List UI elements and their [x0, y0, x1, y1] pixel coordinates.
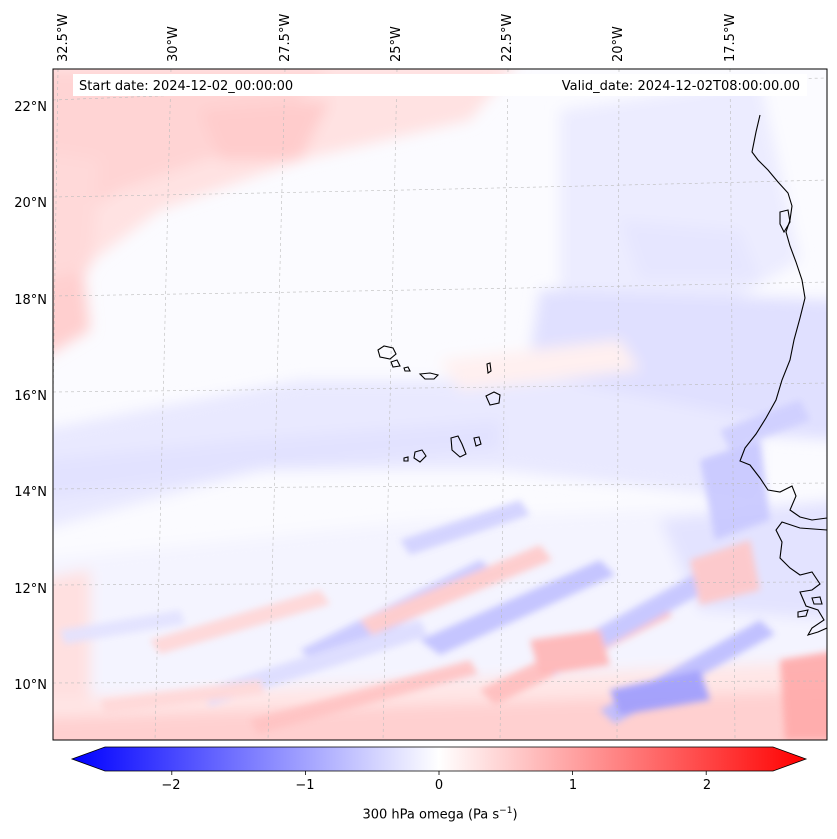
- colorbar-tick-label: 2: [703, 778, 711, 793]
- latitude-labels: 22°N 20°N 18°N 16°N 14°N 12°N 10°N: [14, 100, 47, 693]
- africa-coastline: [739, 114, 827, 521]
- colorbar-tick-label: −1: [295, 778, 314, 793]
- coast-island-sahara: [779, 209, 791, 234]
- map-frame: [52, 68, 828, 741]
- cape-verde-fogo: [413, 449, 427, 463]
- valid-date-label: Valid_date: 2024-12-02T08:00:00.00: [562, 79, 800, 94]
- colorbar-label-text: 300 hPa omega (Pa s: [362, 807, 500, 823]
- coastline: [377, 114, 827, 636]
- lat-label: 14°N: [14, 485, 47, 500]
- lon-label: 25°W: [389, 26, 404, 62]
- cape-verde-sao-vicente: [390, 359, 401, 368]
- info-banner: [73, 74, 807, 96]
- graticule: [53, 69, 827, 740]
- cape-verde-santo-antao: [377, 345, 397, 360]
- lat-label: 18°N: [14, 293, 47, 308]
- cape-verde-santa-luzia: [403, 366, 411, 372]
- coast-island-guinea: [797, 609, 809, 618]
- colorbar-label-close: ): [512, 807, 518, 823]
- cape-verde-sal: [486, 362, 492, 374]
- lon-label: 30°W: [166, 26, 181, 62]
- lat-label: 16°N: [14, 389, 47, 404]
- colorbar-label: 300 hPa omega (Pa s−1): [0, 806, 837, 822]
- lon-label: 22.5°W: [500, 14, 515, 62]
- colorbar: −2 −1 0 1 2: [70, 746, 808, 793]
- senegal-guinea-coast: [775, 521, 827, 636]
- omega-field: [53, 69, 827, 740]
- colorbar-bar: [70, 746, 808, 772]
- colorbar-tick-label: −2: [161, 778, 180, 793]
- lon-label: 32.5°W: [56, 14, 71, 62]
- cape-verde-maio: [473, 436, 482, 447]
- colorbar-label-exponent: −1: [499, 806, 513, 816]
- colorbar-tick-label: 1: [569, 778, 577, 793]
- lon-label: 17.5°W: [723, 14, 738, 62]
- lat-label: 12°N: [14, 582, 47, 597]
- longitude-labels: 32.5°W 30°W 27.5°W 25°W 22.5°W 20°W 17.5…: [56, 14, 738, 62]
- cape-verde-boa-vista: [485, 391, 501, 406]
- colorbar-tick-label: 0: [435, 778, 443, 793]
- colorbar-ticks: [171, 771, 707, 775]
- lat-label: 10°N: [14, 678, 47, 693]
- lon-label: 27.5°W: [278, 14, 293, 62]
- cape-verde-santiago: [450, 435, 467, 458]
- cape-verde-brava: [403, 456, 409, 462]
- start-date-label: Start date: 2024-12-02_00:00:00: [79, 79, 293, 94]
- bijagos-islands: [811, 596, 823, 605]
- lon-label: 20°W: [611, 26, 626, 62]
- lat-label: 20°N: [14, 196, 47, 211]
- lat-label: 22°N: [14, 100, 47, 115]
- cape-verde-sao-nicolau: [418, 372, 440, 380]
- map-panel[interactable]: Start date: 2024-12-02_00:00:00 Valid_da…: [40, 60, 837, 760]
